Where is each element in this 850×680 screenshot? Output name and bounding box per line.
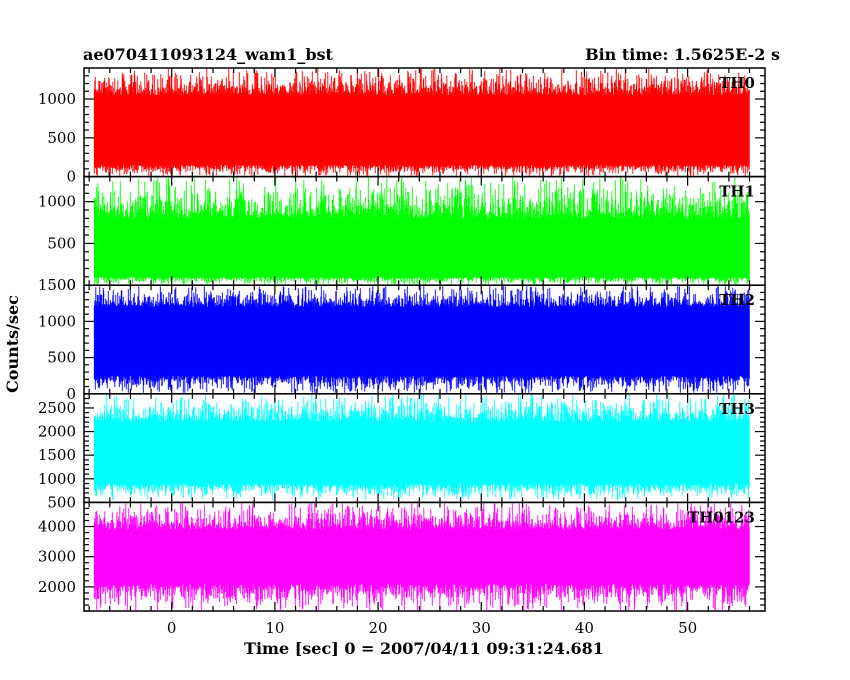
x-tick-label: 0 (167, 619, 177, 637)
panel-th0123-label: TH0123 (688, 508, 755, 526)
panel-th0-ytick-label: 500 (47, 129, 76, 147)
panel-th0-ytick-label: 0 (66, 168, 76, 186)
panel-th2-ytick-label: 0 (66, 385, 76, 403)
panel-th3-ytick-label: 500 (47, 493, 76, 511)
panel-th0123-ytick-label: 4000 (38, 518, 76, 536)
panel-th0-label: TH0 (719, 74, 755, 92)
panel-th1-ytick-label: 1000 (38, 193, 76, 211)
panel-th3-label: TH3 (719, 400, 755, 418)
x-tick-label: 40 (575, 619, 594, 637)
series-th3-band (94, 427, 750, 479)
x-tick-label: 10 (265, 619, 284, 637)
x-axis-label: Time [sec] 0 = 2007/04/11 09:31:24.681 (244, 639, 604, 658)
bin-time-label: Bin time: 1.5625E-2 s (585, 45, 780, 64)
series-th1-band (94, 223, 750, 273)
panels-group: 05001000TH005001000TH1050010001500TH2500… (38, 67, 766, 637)
panel-th3-ytick-label: 2000 (38, 423, 76, 441)
panel-th1-ytick-label: 0 (66, 276, 76, 294)
panel-th2-ytick-label: 500 (47, 349, 76, 367)
panel-th3-ytick-label: 2500 (38, 399, 76, 417)
panel-th0123-ytick-label: 2000 (38, 578, 76, 596)
series-th2-band (94, 312, 750, 371)
panel-th1-ytick-label: 500 (47, 234, 76, 252)
chart-title: ae070411093124_wam1_bst (83, 45, 334, 64)
panel-th2-ytick-label: 1500 (38, 276, 76, 294)
series-th0123-band (94, 533, 750, 580)
x-tick-label: 30 (472, 619, 491, 637)
panel-th3-ytick-label: 1000 (38, 470, 76, 488)
y-axis-label: Counts/sec (3, 295, 22, 393)
panel-th0123-ytick-label: 3000 (38, 548, 76, 566)
panel-th3-ytick-label: 1500 (38, 446, 76, 464)
panel-th1-label: TH1 (719, 183, 755, 201)
panel-th0-ytick-label: 1000 (38, 90, 76, 108)
panel-th2-label: TH2 (719, 291, 755, 309)
panel-th2-ytick-label: 1000 (38, 312, 76, 330)
x-tick-label: 20 (369, 619, 388, 637)
x-tick-label: 50 (678, 619, 697, 637)
series-th0-band (94, 100, 750, 160)
